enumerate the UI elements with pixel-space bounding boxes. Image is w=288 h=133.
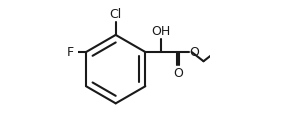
Text: OH: OH: [151, 25, 171, 38]
Text: O: O: [189, 45, 199, 59]
Text: Cl: Cl: [109, 8, 122, 21]
Text: O: O: [173, 67, 183, 80]
Text: F: F: [67, 45, 73, 59]
